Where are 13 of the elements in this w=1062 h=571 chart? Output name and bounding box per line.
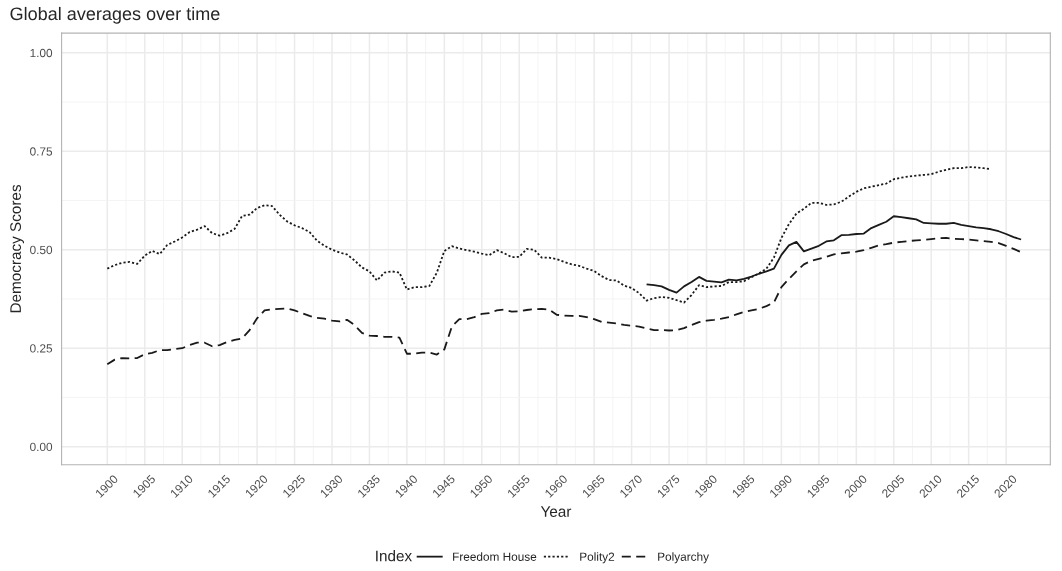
chart-title: Global averages over time — [10, 6, 220, 24]
legend-label: Freedom House — [453, 552, 537, 561]
x-axis-title: Year — [540, 506, 572, 517]
y-tick-label: 0.75 — [30, 147, 53, 156]
y-tick-label: 0.25 — [30, 344, 53, 353]
legend-title: Index — [376, 550, 412, 562]
y-tick-label: 1.00 — [30, 48, 53, 58]
y-axis-title: Democracy Scores — [10, 184, 25, 313]
legend-label: Polyarchy — [658, 552, 709, 564]
y-tick-label: 0.50 — [30, 245, 53, 255]
line-series — [106, 237, 1023, 366]
legend-label: Polity2 — [580, 552, 615, 564]
y-tick-label: 0.00 — [30, 442, 53, 452]
